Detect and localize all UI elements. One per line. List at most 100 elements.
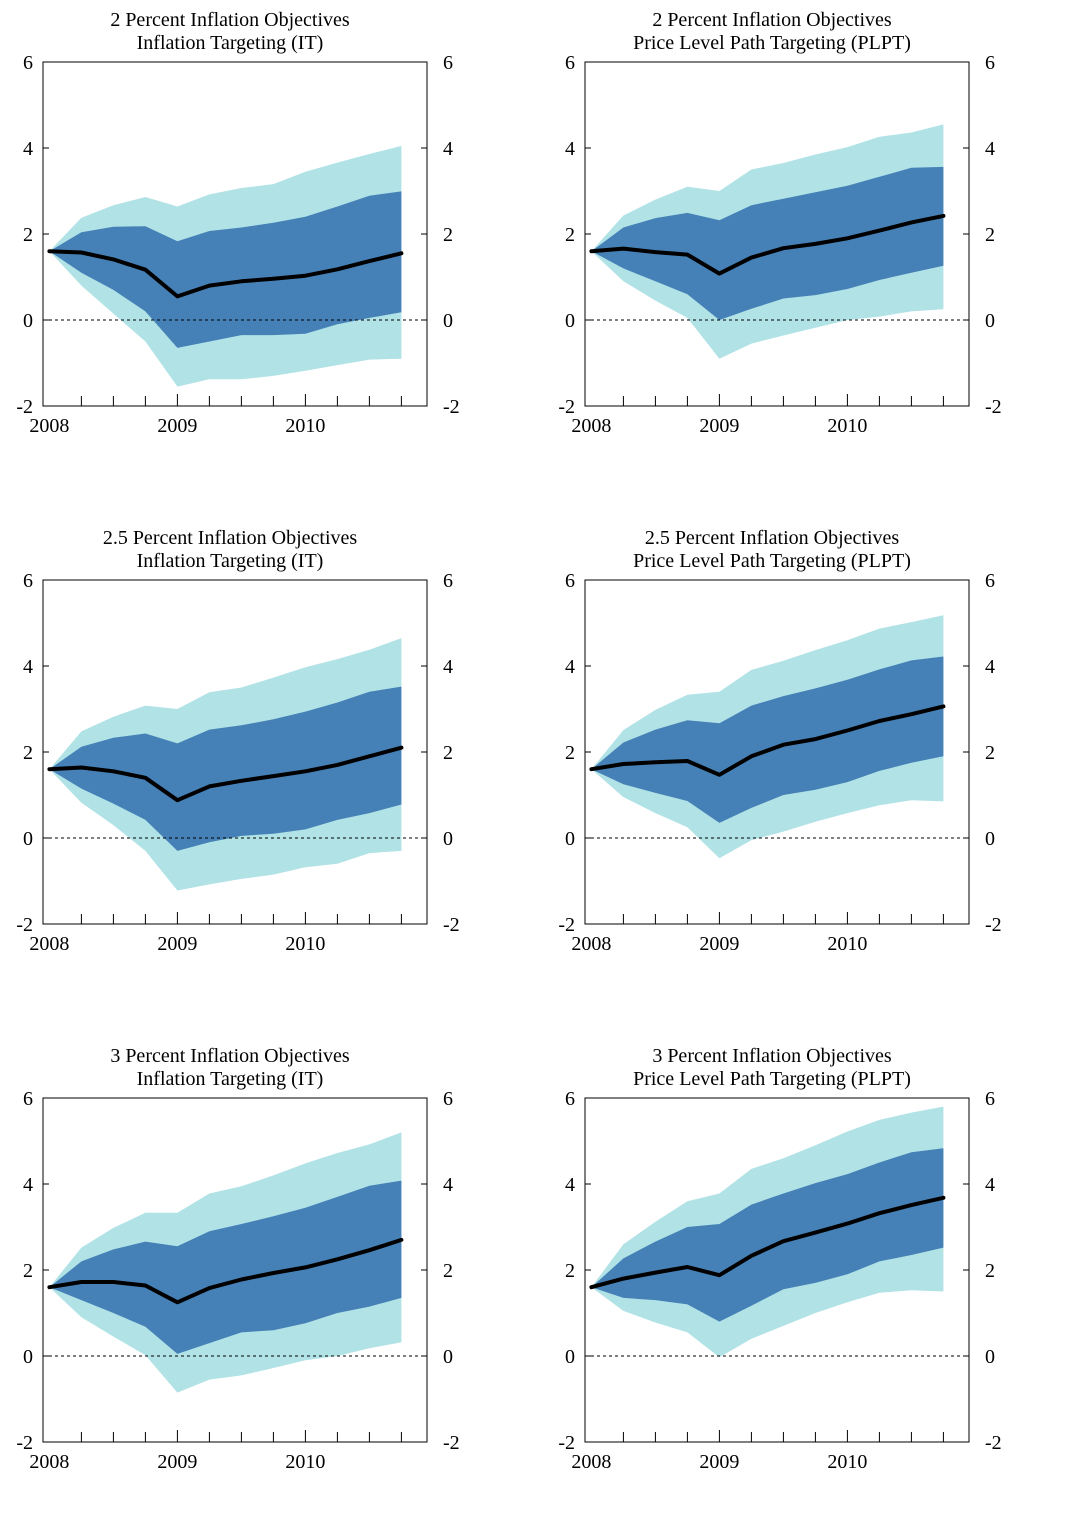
x-tick-label: 2010 [827, 1451, 867, 1473]
chart-title-line1: 2.5 Percent Inflation Objectives [644, 527, 900, 549]
y-tick-label-right: 6 [443, 570, 453, 592]
y-tick-label-right: 0 [443, 828, 453, 850]
inner-confidence-band [49, 191, 402, 348]
x-tick-label: 2010 [285, 415, 325, 437]
x-tick-label: 2008 [571, 415, 611, 437]
y-tick-label-right: 0 [985, 1346, 995, 1368]
y-tick-label-left: 6 [565, 52, 575, 74]
median-line [589, 213, 946, 276]
y-tick-label-left: 0 [565, 828, 575, 850]
inner-confidence-band [591, 1148, 944, 1322]
chart-panel-it-2pct: 2 Percent Inflation Objectives Inflation… [0, 0, 542, 491]
median-line [47, 1237, 404, 1305]
y-tick-label-left: 0 [23, 828, 33, 850]
chart-title-line1: 3 Percent Inflation Objectives [652, 1045, 892, 1067]
y-tick-label-right: -2 [443, 1432, 460, 1454]
x-tick-label: 2010 [285, 1451, 325, 1473]
chart-plot: -2 -2 0 0 2 2 4 4 6 6 2008 2009 2010 [16, 52, 460, 437]
chart-title-line1: 2 Percent Inflation Objectives [652, 9, 892, 31]
chart-panel-plpt-2pct: 2 Percent Inflation Objectives Price Lev… [542, 0, 1084, 491]
y-tick-label-left: 0 [565, 310, 575, 332]
x-tick-label: 2008 [29, 933, 69, 955]
y-tick-label-right: -2 [985, 396, 1002, 418]
y-tick-label-right: 4 [985, 656, 995, 678]
y-tick-label-left: 4 [23, 656, 33, 678]
inner-confidence-band [591, 656, 944, 823]
chart-plot: -2 -2 0 0 2 2 4 4 6 6 2008 2009 2010 [16, 570, 460, 955]
y-tick-label-left: -2 [16, 1432, 33, 1454]
y-tick-label-right: -2 [985, 1432, 1002, 1454]
y-tick-label-right: -2 [985, 914, 1002, 936]
chart-title-line1: 3 Percent Inflation Objectives [110, 1045, 350, 1067]
chart-plot: -2 -2 0 0 2 2 4 4 6 6 2008 2009 2010 [16, 1088, 460, 1473]
chart-panel-plpt-2-5pct: 2.5 Percent Inflation Objectives Price L… [542, 518, 1084, 1009]
y-tick-label-left: 4 [565, 656, 575, 678]
y-tick-label-left: 4 [565, 138, 575, 160]
x-tick-label: 2009 [699, 1451, 739, 1473]
y-tick-label-right: 0 [985, 828, 995, 850]
chart-title-line1: 2 Percent Inflation Objectives [110, 9, 350, 31]
x-tick-label: 2010 [285, 933, 325, 955]
chart-title-line2: Price Level Path Targeting (PLPT) [633, 1068, 911, 1090]
y-tick-label-right: -2 [443, 914, 460, 936]
chart-panel-it-2-5pct: 2.5 Percent Inflation Objectives Inflati… [0, 518, 542, 1009]
x-tick-label: 2009 [157, 415, 197, 437]
x-tick-label: 2008 [29, 415, 69, 437]
inner-confidence-band [591, 166, 944, 320]
chart-panel-it-3pct: 3 Percent Inflation Objectives Inflation… [0, 1036, 542, 1527]
chart-plot: -2 -2 0 0 2 2 4 4 6 6 2008 2009 2010 [558, 1088, 1002, 1473]
y-tick-label-right: 6 [985, 52, 995, 74]
y-tick-label-left: 6 [565, 1088, 575, 1110]
y-tick-label-right: -2 [443, 396, 460, 418]
y-tick-label-left: 4 [23, 138, 33, 160]
y-tick-label-left: 0 [23, 1346, 33, 1368]
median-line [589, 704, 946, 777]
median-line [47, 249, 404, 299]
chart-title-line1: 2.5 Percent Inflation Objectives [102, 527, 358, 549]
x-tick-label: 2010 [827, 933, 867, 955]
y-tick-label-right: 4 [443, 1174, 453, 1196]
y-tick-label-left: 2 [23, 1260, 33, 1282]
chart-plot: -2 -2 0 0 2 2 4 4 6 6 2008 2009 2010 [558, 570, 1002, 955]
inner-confidence-band [49, 686, 402, 851]
y-tick-label-left: -2 [558, 914, 575, 936]
y-tick-label-right: 6 [985, 1088, 995, 1110]
y-tick-label-right: 2 [443, 224, 453, 246]
chart-title-line2: Price Level Path Targeting (PLPT) [633, 32, 911, 54]
y-tick-label-right: 4 [443, 138, 453, 160]
chart-title-line2: Inflation Targeting (IT) [136, 32, 324, 54]
y-tick-label-right: 6 [985, 570, 995, 592]
chart-title-line2: Price Level Path Targeting (PLPT) [633, 550, 911, 572]
y-tick-label-left: 2 [565, 224, 575, 246]
y-tick-label-right: 0 [985, 310, 995, 332]
y-tick-label-right: 2 [443, 742, 453, 764]
y-tick-label-left: -2 [558, 396, 575, 418]
y-tick-label-left: 0 [23, 310, 33, 332]
y-tick-label-left: 2 [23, 224, 33, 246]
inner-confidence-band [49, 1180, 402, 1354]
y-tick-label-left: 6 [23, 570, 33, 592]
median-line [589, 1195, 946, 1290]
y-tick-label-right: 4 [985, 138, 995, 160]
y-tick-label-left: 6 [23, 52, 33, 74]
y-tick-label-right: 2 [985, 1260, 995, 1282]
y-tick-label-right: 4 [443, 656, 453, 678]
y-tick-label-right: 0 [443, 310, 453, 332]
y-tick-label-right: 6 [443, 52, 453, 74]
y-tick-label-left: 6 [565, 570, 575, 592]
y-tick-label-left: 2 [565, 742, 575, 764]
y-tick-label-left: 6 [23, 1088, 33, 1110]
chart-plot: -2 -2 0 0 2 2 4 4 6 6 2008 2009 2010 [558, 52, 1002, 437]
y-tick-label-right: 2 [985, 742, 995, 764]
x-tick-label: 2008 [29, 1451, 69, 1473]
x-tick-label: 2009 [157, 933, 197, 955]
x-tick-label: 2008 [571, 1451, 611, 1473]
x-tick-label: 2009 [699, 415, 739, 437]
chart-panel-plpt-3pct: 3 Percent Inflation Objectives Price Lev… [542, 1036, 1084, 1527]
y-tick-label-left: 2 [23, 742, 33, 764]
chart-title-line2: Inflation Targeting (IT) [136, 1068, 324, 1090]
y-tick-label-left: -2 [558, 1432, 575, 1454]
y-tick-label-left: 4 [23, 1174, 33, 1196]
chart-title-line2: Inflation Targeting (IT) [136, 550, 324, 572]
y-tick-label-right: 2 [985, 224, 995, 246]
